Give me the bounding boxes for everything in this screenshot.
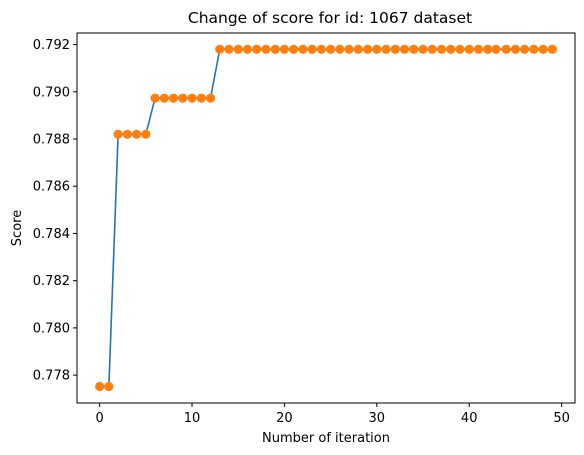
data-point	[168, 93, 179, 103]
y-tick-label: 0.786	[33, 180, 70, 195]
y-tick-label: 0.790	[33, 85, 70, 100]
data-point	[483, 44, 493, 54]
data-point	[464, 44, 474, 54]
data-point	[409, 44, 419, 54]
plot-area	[95, 44, 557, 392]
data-point	[252, 44, 262, 54]
data-point	[215, 44, 225, 54]
data-point	[113, 129, 123, 139]
y-tick-label: 0.780	[33, 321, 70, 336]
data-point	[399, 44, 410, 54]
data-point	[362, 44, 373, 54]
data-point	[95, 381, 105, 392]
data-point	[233, 44, 243, 54]
data-point	[224, 44, 234, 54]
data-point	[150, 93, 160, 103]
data-point	[446, 44, 456, 54]
data-point	[510, 44, 521, 54]
data-point	[501, 44, 511, 54]
data-point	[307, 44, 317, 54]
x-tick-label: 20	[276, 411, 293, 426]
data-point	[279, 44, 290, 54]
data-point	[520, 44, 530, 54]
data-point	[122, 129, 132, 139]
data-point	[427, 44, 437, 54]
data-point	[381, 44, 391, 54]
data-point	[131, 129, 142, 139]
y-axis-label: Score	[10, 210, 25, 246]
y-tick-label: 0.788	[33, 133, 70, 148]
x-tick-label: 40	[461, 411, 478, 426]
data-point	[159, 93, 169, 103]
y-tick-label: 0.782	[33, 274, 70, 289]
x-tick-label: 30	[369, 411, 386, 426]
data-point	[178, 93, 188, 103]
data-point	[390, 44, 400, 54]
data-point	[196, 93, 206, 103]
data-point	[242, 44, 253, 54]
y-tick-label: 0.792	[33, 38, 70, 53]
data-point	[205, 93, 216, 103]
data-point	[261, 44, 271, 54]
plot-frame	[76, 32, 576, 404]
y-axis: 0.778 0.780 0.782 0.784 0.786 0.788 0.790 0.792	[33, 38, 77, 384]
data-point	[372, 44, 382, 54]
x-tick-label: 10	[184, 411, 201, 426]
data-point	[289, 44, 299, 54]
x-tick-label: 0	[95, 411, 103, 426]
data-point	[270, 44, 280, 54]
data-point	[104, 381, 114, 392]
data-point	[538, 44, 548, 54]
chart-title: Change of score for id: 1067 dataset	[188, 9, 472, 27]
y-tick-label: 0.784	[33, 227, 70, 242]
data-point	[344, 44, 354, 54]
data-point	[547, 44, 557, 54]
data-point	[455, 44, 465, 54]
data-point	[335, 44, 345, 54]
data-point	[491, 44, 501, 54]
data-point	[326, 44, 336, 54]
data-point	[298, 44, 308, 54]
data-point	[529, 44, 539, 54]
data-point	[141, 129, 151, 139]
data-point	[316, 44, 326, 54]
data-point	[436, 44, 447, 54]
y-tick-label: 0.778	[33, 369, 70, 384]
data-point	[353, 44, 363, 54]
data-point	[418, 44, 428, 54]
x-axis-label: Number of iteration	[262, 431, 390, 446]
x-axis: 0 10 20 30 40 50	[95, 403, 570, 426]
data-point	[187, 93, 197, 103]
data-point	[473, 44, 484, 54]
x-tick-label: 50	[553, 411, 570, 426]
